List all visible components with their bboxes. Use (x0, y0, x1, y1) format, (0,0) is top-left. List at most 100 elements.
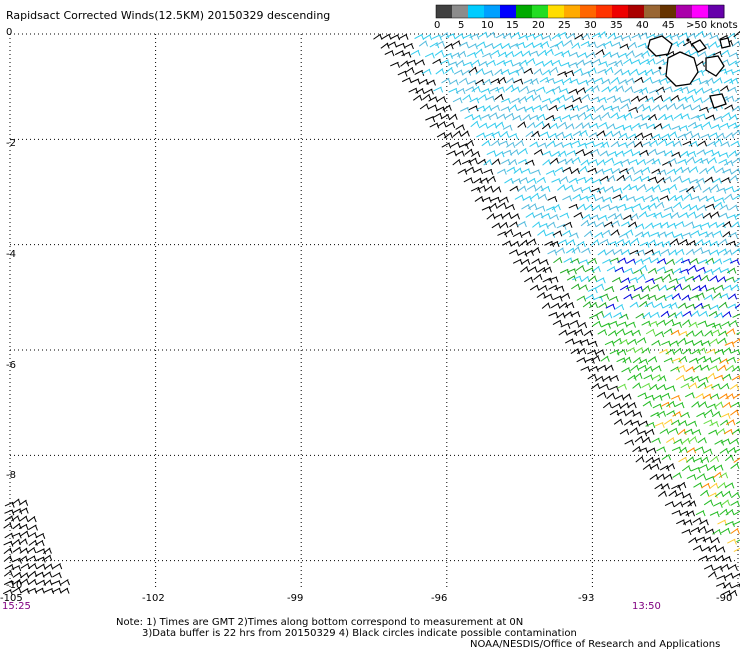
wind-barb-flag (532, 34, 536, 40)
wind-barb-flag (655, 140, 659, 146)
wind-barb-flag (568, 230, 572, 237)
wind-barb-flag (433, 80, 436, 86)
wind-barb-flag (597, 383, 601, 390)
wind-barb-flag (455, 88, 459, 94)
wind-barb-flag (655, 321, 659, 327)
wind-barb-flag (528, 231, 532, 237)
wind-barb (734, 303, 740, 309)
wind-barb-flag (514, 105, 518, 111)
wind-barb-flag (432, 116, 436, 123)
wind-barb-flag (575, 233, 579, 239)
wind-barb-flag (631, 51, 635, 57)
wind-barb-flag (625, 233, 629, 239)
wind-barb-flag (577, 247, 581, 253)
wind-barb-flag (527, 259, 531, 265)
wind-barb-flag (548, 98, 552, 105)
wind-barb-flag (700, 124, 704, 130)
wind-barb-flag (725, 473, 729, 479)
wind-barb-flag (663, 150, 667, 157)
wind-barb-flag (730, 40, 734, 47)
wind-barb-flag (670, 207, 674, 213)
wind-barb-flag (639, 176, 643, 183)
wind-barb-flag (660, 484, 664, 490)
wind-barb-flag (709, 357, 713, 364)
wind-barb-flag (417, 50, 421, 56)
wind-barb-flag (559, 296, 563, 302)
wind-barb-flag (452, 122, 456, 129)
wind-barb-flag (651, 97, 655, 103)
wind-barb-flag (569, 222, 573, 228)
wind-barb-flag (692, 511, 696, 517)
wind-barb-flag (678, 293, 681, 300)
wind-barb-flag (601, 311, 605, 317)
wind-barb-flag (640, 77, 644, 84)
wind-barb-flag (688, 259, 691, 265)
wind-barb-flag (658, 185, 662, 191)
wind-barb-flag (736, 384, 740, 390)
wind-barb-flag (682, 375, 686, 381)
wind-barb-flag (722, 133, 726, 139)
wind-barb-flag (687, 438, 691, 445)
wind-barb-flag (669, 86, 673, 93)
wind-barb-flag (552, 141, 556, 147)
wind-barb (732, 520, 740, 526)
wind-barb-flag (468, 95, 472, 101)
wind-barb-flag (490, 169, 494, 175)
wind-barb-flag (699, 518, 703, 524)
wind-barb-flag (580, 187, 584, 194)
wind-barb-flag (401, 50, 405, 57)
wind-barb-flag (43, 548, 47, 555)
wind-barb-flag (728, 311, 732, 318)
wind-barb-flag (696, 311, 700, 317)
wind-barb-flag (723, 575, 727, 581)
wind-barb-flag (689, 493, 692, 500)
wind-barb-flag (577, 43, 581, 49)
wind-barb-flag (657, 284, 660, 291)
wind-barb-flag (450, 67, 454, 74)
wind-barb-flag (680, 233, 684, 240)
wind-barb-flag (419, 95, 423, 101)
wind-barb-flag (676, 212, 680, 219)
wind-barb-flag (593, 195, 597, 201)
wind-barb (732, 573, 740, 579)
wind-barb-flag (734, 304, 738, 310)
wind-barb-flag (700, 247, 704, 254)
wind-barb-flag (639, 373, 643, 379)
wind-barb-flag (636, 365, 640, 371)
wind-barb-flag (593, 221, 597, 228)
wind-barb-flag (672, 141, 676, 147)
wind-barb-flag (533, 239, 537, 245)
wind-barb-flag (474, 158, 478, 164)
wind-barb-flag (34, 588, 38, 594)
wind-barb-flag (607, 112, 611, 119)
wind-barb-flag (590, 151, 594, 157)
end-time-label: 13:50 (632, 601, 661, 612)
wind-barb-flag (531, 250, 534, 256)
wind-barb-flag (604, 215, 608, 222)
wind-barb-flag (633, 322, 636, 328)
wind-barb-flag (468, 160, 472, 166)
wind-barb-flag (612, 393, 616, 399)
wind-barb-flag (657, 159, 661, 165)
wind-barb-flag (710, 177, 714, 183)
island (691, 39, 707, 53)
wind-barb-flag (628, 357, 632, 363)
wind-barb-flag (585, 285, 589, 291)
wind-barb-flag (25, 500, 29, 506)
wind-barb-flag (561, 41, 565, 47)
scale-swatch (548, 5, 565, 18)
wind-barb-flag (567, 293, 571, 299)
wind-barb-flag (697, 133, 701, 139)
wind-barb-flag (620, 419, 624, 425)
wind-barb-flag (596, 149, 600, 155)
wind-barb-flag (595, 123, 599, 130)
wind-barb-flag (687, 295, 691, 301)
wind-barb-flag (477, 151, 481, 158)
wind-barb-flag (579, 97, 582, 104)
wind-barb-flag (626, 429, 630, 435)
wind-barb-flag (489, 53, 493, 59)
wind-barb-flag (736, 528, 740, 535)
wind-barb-flag (648, 312, 652, 319)
wind-barb-flag (644, 43, 648, 49)
wind-barb-flag (25, 548, 29, 554)
